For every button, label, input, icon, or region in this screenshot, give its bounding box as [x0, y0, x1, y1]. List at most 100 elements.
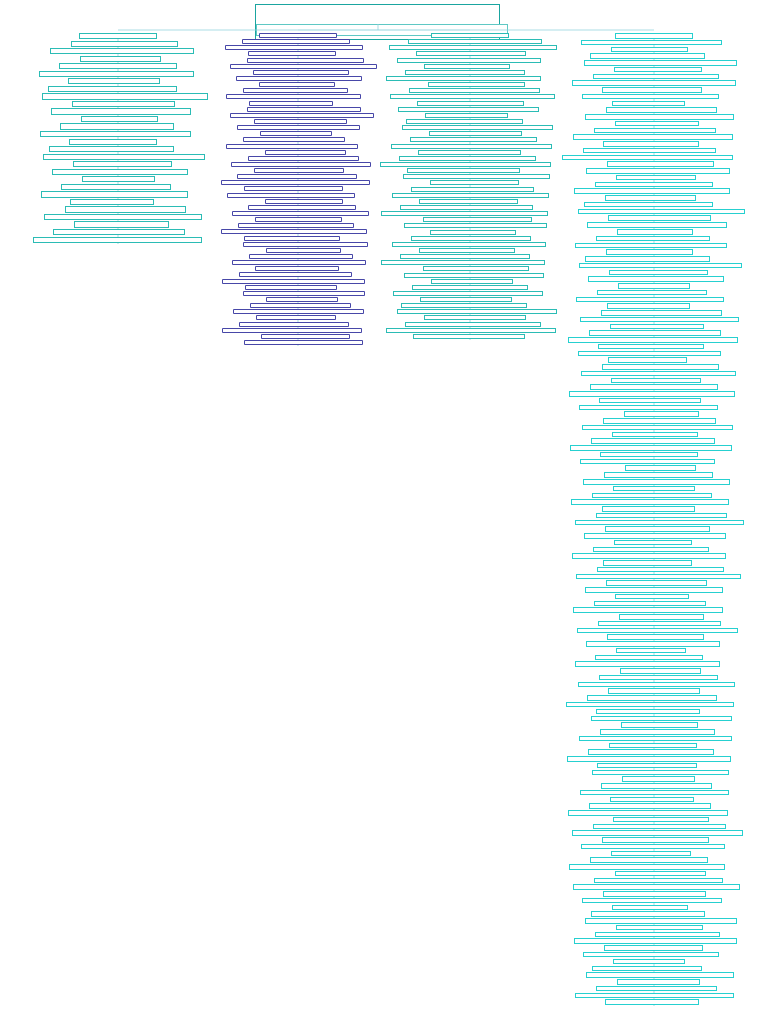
mindmap-node [583, 147, 716, 154]
mindmap-node [603, 141, 699, 147]
mindmap-node [80, 55, 161, 62]
mindmap-node [625, 465, 696, 471]
mindmap-node [72, 100, 175, 108]
mindmap-node [265, 198, 343, 204]
mindmap-node [227, 192, 355, 198]
mindmap-node [574, 188, 730, 194]
mindmap-node [595, 181, 713, 188]
mindmap-node [594, 877, 723, 884]
mindmap-node [607, 634, 704, 640]
mindmap-node [59, 63, 177, 70]
column-heading [431, 33, 509, 38]
mindmap-node [253, 69, 349, 75]
mindmap-node [403, 174, 550, 180]
mindmap-node [244, 235, 340, 241]
mindmap-node [411, 186, 534, 192]
mindmap-node [615, 870, 706, 877]
column-heading [615, 33, 693, 39]
mindmap-node [386, 327, 556, 333]
mindmap-node [404, 223, 547, 229]
mindmap-node [602, 87, 702, 93]
mindmap-node [230, 63, 377, 69]
mindmap-node [604, 472, 713, 478]
mindmap-node [73, 161, 172, 168]
mindmap-node [81, 115, 158, 123]
mindmap-node [597, 289, 707, 296]
mindmap-node [221, 229, 367, 235]
mindmap-node [591, 438, 715, 444]
mindmap-node [582, 897, 722, 904]
mindmap-node [580, 789, 729, 796]
mindmap-node [572, 80, 736, 86]
mindmap-node [587, 222, 727, 228]
mindmap-node [569, 864, 725, 870]
mindmap-node [381, 211, 548, 217]
document-title [255, 4, 500, 40]
mindmap-node [568, 810, 728, 816]
mindmap-node [250, 303, 351, 308]
mindmap-node [607, 161, 714, 167]
mindmap-node [594, 600, 706, 607]
mindmap-node [581, 843, 725, 850]
mindmap-node [576, 296, 724, 303]
mindmap-node [590, 384, 718, 390]
mindmap-node [424, 63, 510, 69]
mindmap-node [579, 735, 732, 742]
mindmap-node [611, 377, 701, 384]
mindmap-node [41, 191, 188, 198]
mindmap-node [568, 337, 738, 343]
mindmap-node [392, 241, 546, 247]
mindmap-node [579, 404, 718, 411]
mindmap-node [599, 674, 718, 681]
mindmap-node [231, 161, 371, 167]
mindmap-node [242, 39, 350, 45]
mindmap-node [584, 201, 713, 208]
mindmap-node [391, 143, 552, 149]
mindmap-node [614, 539, 692, 546]
mindmap-node [243, 137, 345, 143]
mindmap-node [392, 192, 549, 198]
mindmap-node [393, 290, 543, 296]
mindmap-node [617, 229, 693, 235]
mindmap-node [245, 284, 337, 290]
mindmap-node [614, 66, 702, 73]
mindmap-node [603, 418, 716, 424]
mindmap-node [401, 303, 527, 309]
mindmap-node [578, 681, 735, 688]
mindmap-node [613, 816, 709, 823]
mindmap-node [605, 999, 699, 1005]
mindmap-node [596, 235, 710, 242]
mindmap-node [397, 309, 557, 315]
mindmap-node [583, 479, 730, 485]
mindmap-node [412, 284, 528, 290]
mindmap-node [70, 198, 154, 206]
mindmap-node [260, 131, 332, 137]
mindmap-node [602, 837, 709, 843]
mindmap-node [602, 364, 719, 370]
mindmap-node [583, 951, 719, 958]
mindmap-node [247, 106, 361, 112]
mindmap-node [616, 924, 703, 931]
mindmap-node [585, 587, 723, 593]
mindmap-node [571, 499, 729, 505]
mindmap-node [420, 297, 512, 302]
mindmap-node [259, 82, 335, 88]
mindmap-node [572, 830, 743, 836]
mindmap-node [237, 125, 360, 131]
mindmap-node [248, 155, 359, 161]
mindmap-node [602, 506, 695, 512]
mindmap-node [612, 904, 688, 911]
mindmap-node [575, 661, 720, 667]
mindmap-node [611, 46, 688, 53]
mindmap-node [409, 88, 540, 94]
mindmap-node [399, 155, 536, 161]
mindmap-node [232, 260, 366, 266]
column-heading [259, 33, 337, 38]
mindmap-node [591, 911, 705, 917]
mindmap-node [596, 708, 700, 715]
mindmap-node [622, 776, 695, 782]
mindmap-node [400, 204, 533, 210]
mindmap-node [588, 749, 714, 755]
mindmap-node [615, 593, 689, 600]
mindmap-node [402, 125, 553, 131]
